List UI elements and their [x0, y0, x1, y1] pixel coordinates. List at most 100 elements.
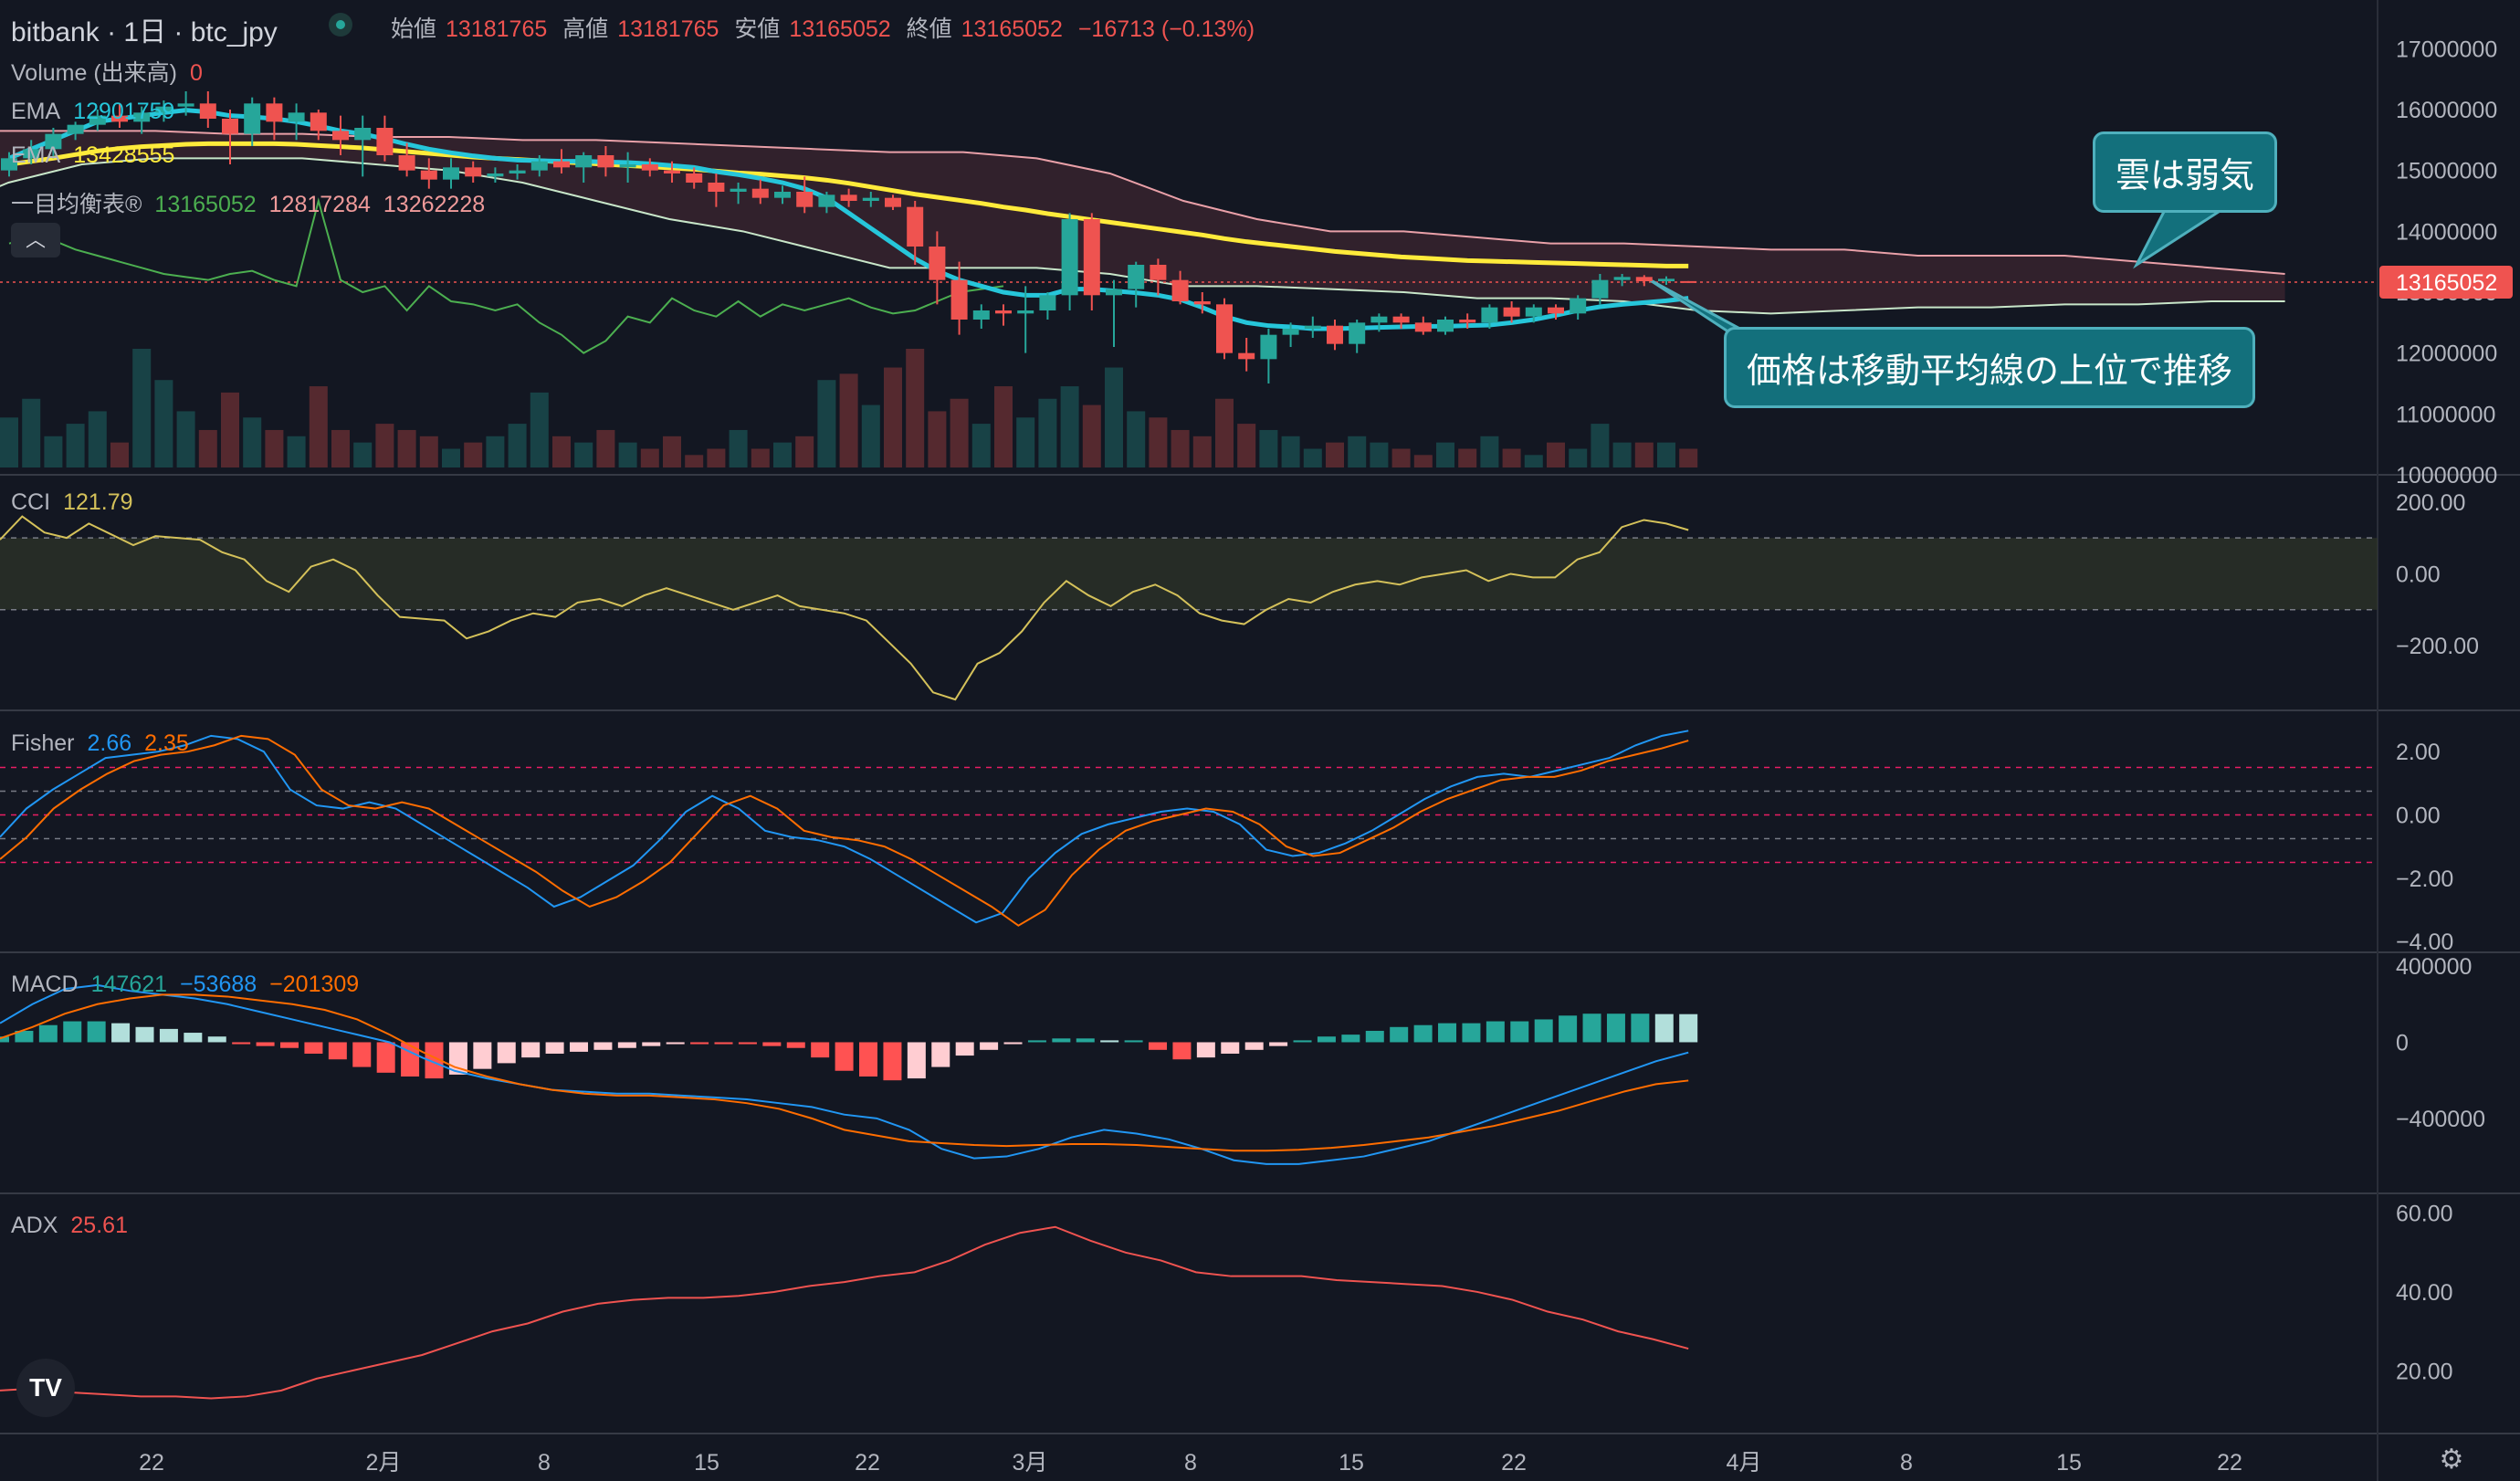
macd-legend[interactable]: MACD 147621 −53688 −201309	[11, 972, 372, 998]
macd-histogram-bar	[714, 1042, 733, 1045]
time-axis-tick: 8	[1184, 1450, 1197, 1476]
macd-histogram-bar	[883, 1042, 902, 1081]
macd-histogram-bar	[545, 1042, 564, 1054]
volume-bar	[1524, 455, 1543, 467]
ema1-legend[interactable]: EMA 12901759	[11, 99, 187, 125]
annotation-price-above-ma[interactable]: 価格は移動平均線の上位で推移	[1724, 327, 2256, 408]
close-label: 終値	[906, 16, 952, 42]
candle-body	[686, 173, 703, 183]
candle-body	[575, 155, 593, 168]
volume-bar	[906, 349, 925, 467]
candle-body	[1017, 310, 1034, 314]
candlesticks	[1, 91, 1697, 383]
candle-body	[266, 103, 283, 122]
symbol-title[interactable]: bitbank · 1日 · btc_jpy	[11, 17, 278, 47]
macd-histogram-bar	[1124, 1040, 1143, 1043]
close-value: 13165052	[961, 16, 1063, 42]
volume-bar	[861, 404, 880, 467]
price-axis-tick: 15000000	[2396, 159, 2497, 184]
fisher-axis-tick: 0.00	[2396, 803, 2441, 828]
macd-histogram-bar	[907, 1042, 926, 1079]
candle-body	[1481, 307, 1498, 323]
ema2-label: EMA	[11, 142, 61, 168]
annotation-cloud-pointer	[2133, 206, 2230, 269]
ema2-value: 13428555	[73, 142, 175, 168]
time-axis-tick: 4月	[1727, 1450, 1762, 1476]
candle-body	[1658, 278, 1675, 281]
volume-bar	[1391, 448, 1411, 467]
ema-slow-line	[8, 141, 1689, 268]
candle-body	[1635, 277, 1653, 281]
chikou-span	[8, 197, 1004, 354]
volume-bar	[1237, 424, 1256, 467]
macd-histogram-bar	[63, 1021, 82, 1043]
volume-bar	[596, 429, 615, 467]
volume-bar	[1060, 386, 1079, 467]
macd-histogram-bar	[1486, 1021, 1505, 1043]
macd-histogram-bar	[497, 1042, 516, 1064]
indicator-panes	[0, 515, 2378, 1400]
macd-histogram-bar	[1582, 1014, 1601, 1043]
volume-bar	[176, 411, 195, 467]
candle-body	[1039, 295, 1056, 310]
tradingview-logo[interactable]: TV	[16, 1359, 75, 1417]
volume-legend[interactable]: Volume (出来高) 0	[11, 55, 215, 88]
candle-body	[487, 173, 504, 177]
time-axis-tick: 3月	[1013, 1450, 1048, 1476]
ichimoku-cloud	[0, 130, 2285, 315]
annotation-cloud-bearish[interactable]: 雲は弱気	[2093, 131, 2278, 213]
ema1-label: EMA	[11, 99, 61, 124]
price-axis-tick: 11000000	[2396, 402, 2495, 427]
candle-body	[1083, 219, 1100, 296]
macd-histogram-bar	[738, 1042, 757, 1045]
adx-axis-tick: 20.00	[2396, 1359, 2453, 1384]
candle-body	[1327, 325, 1343, 344]
macd-histogram-bar	[232, 1042, 251, 1045]
macd-histogram-bar	[38, 1024, 58, 1043]
cci-legend[interactable]: CCI 121.79	[11, 489, 146, 516]
volume-bar	[353, 442, 373, 467]
fisher-legend[interactable]: Fisher 2.66 2.35	[11, 730, 202, 757]
last-price-label: 13165052	[2396, 270, 2497, 296]
volume-bar	[1038, 398, 1057, 467]
candle-body	[1570, 298, 1587, 314]
volume-bar	[552, 436, 571, 467]
open-label: 始値	[391, 16, 437, 42]
volume-bar	[287, 436, 306, 467]
adx-line	[0, 1225, 1689, 1400]
price-axis-tick: 16000000	[2396, 98, 2497, 123]
macd-histogram-bar	[207, 1036, 226, 1043]
candle-body	[553, 161, 570, 168]
time-axis-tick: 22	[855, 1450, 880, 1476]
volume-bar	[221, 392, 239, 467]
candle-body	[288, 112, 305, 122]
volume-bar	[1171, 429, 1190, 467]
macd-histogram-bar	[304, 1042, 323, 1054]
candle-body	[1193, 301, 1211, 305]
macd-histogram-bar	[1654, 1014, 1674, 1043]
ichimoku-legend[interactable]: 一目均衡表® 13165052 12817284 13262228	[11, 186, 498, 219]
candle-body	[1437, 320, 1454, 332]
chevron-up-icon[interactable]: ︿	[11, 223, 60, 257]
candle-body	[1, 158, 17, 171]
price-axis-tick: 10000000	[2396, 463, 2497, 488]
macd-histogram-bar	[1244, 1042, 1264, 1050]
cci-axis-tick: −200.00	[2396, 634, 2479, 659]
candle-body	[1171, 279, 1189, 301]
ema2-legend[interactable]: EMA 13428555	[11, 142, 187, 169]
adx-legend[interactable]: ADX 25.61	[11, 1213, 141, 1239]
volume-bar	[530, 392, 549, 467]
macd-histogram-bar	[1027, 1040, 1046, 1043]
volume-bar	[795, 436, 814, 467]
macd-histogram-bar	[1413, 1024, 1433, 1043]
volume-bar	[464, 442, 483, 467]
candle-body	[1591, 279, 1609, 299]
settings-icon[interactable]: ⚙	[2439, 1444, 2464, 1475]
candle-body	[155, 106, 173, 113]
macd-histogram-bar	[1365, 1030, 1384, 1043]
market-status-icon	[329, 13, 352, 37]
volume-bar	[839, 373, 858, 467]
macd-value-2: −53688	[180, 972, 257, 997]
macd-histogram-bar	[1559, 1015, 1578, 1043]
